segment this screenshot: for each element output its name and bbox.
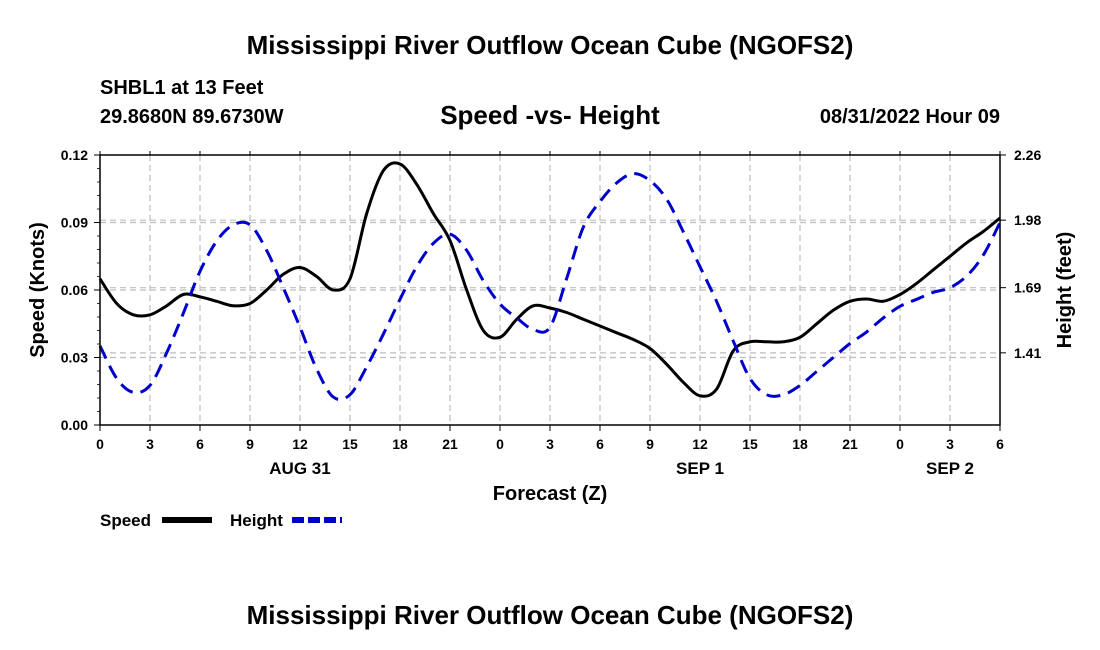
- x-tick-label: 12: [692, 436, 708, 452]
- date-label: SEP 1: [676, 459, 724, 478]
- x-tick-label: 6: [596, 436, 604, 452]
- x-tick-label: 12: [292, 436, 308, 452]
- x-tick-label: 0: [96, 436, 104, 452]
- x-tick-label: 21: [842, 436, 858, 452]
- y-axis-left-label: Speed (Knots): [27, 222, 49, 358]
- x-tick-label: 3: [546, 436, 554, 452]
- chart-grid: [100, 155, 1000, 425]
- station-label: SHBL1 at 13 Feet: [100, 77, 264, 99]
- x-tick-label: 6: [996, 436, 1004, 452]
- y-left-tick-label: 0.12: [61, 147, 88, 163]
- y-left-tick-label: 0.00: [61, 417, 88, 433]
- y-left-tick-label: 0.06: [61, 282, 88, 298]
- x-tick-label: 3: [946, 436, 954, 452]
- x-axis-label: Forecast (Z): [493, 483, 607, 505]
- x-tick-label: 0: [896, 436, 904, 452]
- x-tick-label: 15: [342, 436, 358, 452]
- x-tick-label: 6: [196, 436, 204, 452]
- legend-speed-label: Speed: [100, 511, 151, 530]
- x-tick-label: 9: [646, 436, 654, 452]
- y-right-tick-label: 1.69: [1014, 280, 1041, 296]
- axis-ticks: 0 3 6 9 12 15 18 21 0 3 6 9 12 15 18 21 0 3 6 AUG 31 SEP 1 SE…: [61, 147, 1042, 478]
- y-right-tick-label: 2.26: [1014, 147, 1041, 163]
- legend-height-label: Height: [230, 511, 283, 530]
- x-tick-label: 0: [496, 436, 504, 452]
- series-line-height: [98, 172, 1002, 402]
- y-left-tick-label: 0.03: [61, 350, 88, 366]
- y-axis-right-label: Height (feet): [1054, 232, 1076, 349]
- footer-title: Mississippi River Outflow Ocean Cube (NG…: [246, 600, 854, 630]
- chart-main-title: Mississippi River Outflow Ocean Cube (NG…: [246, 30, 854, 60]
- chart-subtitle: Speed -vs- Height: [440, 100, 660, 130]
- date-label: AUG 31: [269, 459, 330, 478]
- date-label: SEP 2: [926, 459, 974, 478]
- x-tick-label: 18: [392, 436, 408, 452]
- x-tick-label: 9: [246, 436, 254, 452]
- forecast-datetime: 08/31/2022 Hour 09: [819, 106, 1000, 128]
- series-line-speed: [98, 161, 1001, 398]
- legend: Speed Height: [100, 511, 342, 530]
- station-coordinates: 29.8680N 89.6730W: [100, 106, 284, 128]
- y-right-tick-label: 1.41: [1014, 345, 1041, 361]
- x-tick-label: 21: [442, 436, 458, 452]
- x-tick-label: 18: [792, 436, 808, 452]
- x-tick-label: 3: [146, 436, 154, 452]
- x-tick-label: 15: [742, 436, 758, 452]
- chart-series: [98, 161, 1002, 402]
- y-left-tick-label: 0.09: [61, 215, 88, 231]
- y-right-tick-label: 1.98: [1014, 212, 1041, 228]
